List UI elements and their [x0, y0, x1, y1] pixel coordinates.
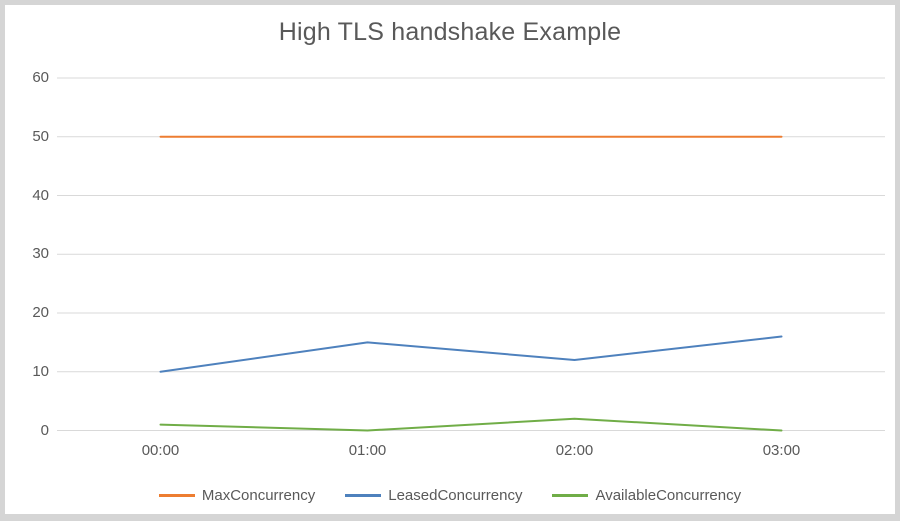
y-axis-tick-label-20: 20 — [32, 304, 49, 321]
legend-swatch-leasedconcurrency — [345, 494, 382, 497]
series-line-availableconcurrency — [159, 417, 783, 432]
x-axis-tick-label-03:00: 03:00 — [762, 442, 801, 459]
legend-label: MaxConcurrency — [201, 487, 316, 504]
legend: MaxConcurrency LeasedConcurrency Availab… — [5, 487, 895, 504]
y-axis-tick-label-60: 60 — [32, 69, 49, 86]
plot-area — [57, 77, 885, 432]
y-axis-tick-label-40: 40 — [32, 186, 49, 204]
legend-swatch-maxconcurrency — [158, 494, 195, 497]
legend-label: AvailableConcurrency — [595, 487, 742, 504]
y-axis-tick-label-30: 30 — [32, 245, 49, 263]
legend-item-leasedconcurrency: LeasedConcurrency — [345, 487, 522, 504]
legend-swatch-availableconcurrency — [552, 494, 589, 497]
legend-item-maxconcurrency: MaxConcurrency — [158, 487, 316, 504]
chart-title: High TLS handshake Example — [278, 18, 622, 46]
y-axis-tick-label-10: 10 — [32, 362, 49, 380]
series-line-leasedconcurrency — [159, 335, 783, 373]
x-axis-tick-label-01:00: 01:00 — [348, 442, 387, 459]
legend-label: LeasedConcurrency — [388, 487, 523, 504]
x-axis-tick-label-02:00: 02:00 — [555, 442, 594, 459]
y-axis-tick-label-50: 50 — [32, 127, 49, 145]
legend-item-availableconcurrency: AvailableConcurrency — [552, 487, 741, 504]
x-axis-tick-label-00:00: 00:00 — [141, 442, 180, 459]
y-axis-tick-label-0: 0 — [40, 421, 49, 439]
